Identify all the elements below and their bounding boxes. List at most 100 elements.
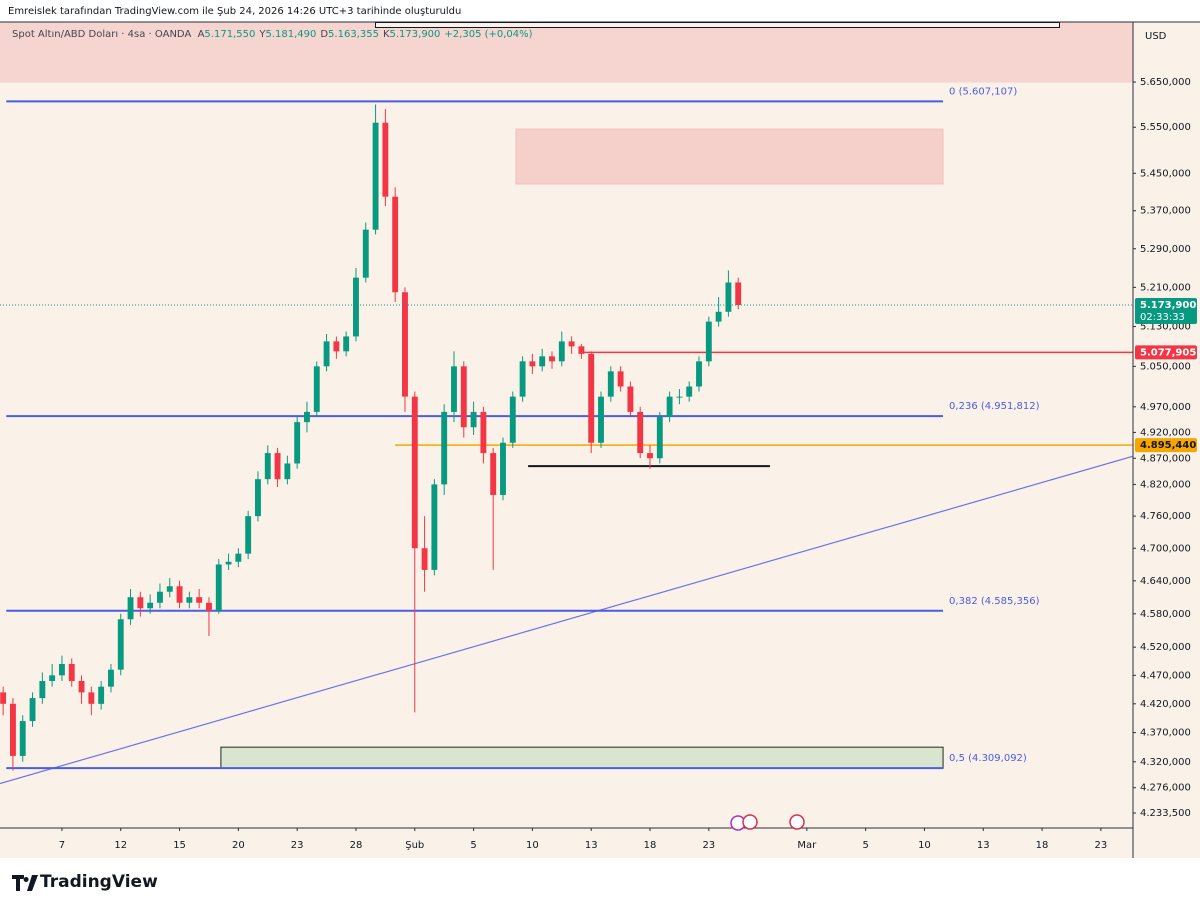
x-tick-label: 18 [644, 840, 657, 851]
y-tick-label: 5.130,000 [1140, 322, 1191, 333]
legend-value: 5.163,355 [328, 29, 379, 40]
x-tick-label: 7 [59, 840, 65, 851]
legend-value: 5.173,900 [390, 29, 441, 40]
price-badge-label: 4.895,440 [1140, 440, 1196, 451]
candle-body [666, 396, 673, 418]
candle-body [656, 417, 663, 459]
candle-body [39, 681, 46, 699]
y-tick-label: 4.760,000 [1140, 511, 1191, 522]
candle-body [402, 292, 408, 397]
candle-body [598, 396, 604, 443]
candle-body [284, 463, 291, 480]
y-tick-label: 4.320,000 [1140, 757, 1191, 768]
candle-body [235, 553, 242, 562]
y-tick-label: 4.370,000 [1140, 728, 1191, 739]
drawing-box [375, 22, 1060, 28]
candle-body [304, 411, 310, 423]
zone [220, 746, 944, 769]
candle-body [362, 229, 369, 278]
y-tick-label: 4.276,000 [1140, 783, 1191, 794]
y-tick-label: 4.700,000 [1140, 543, 1191, 554]
candle-body [68, 664, 75, 682]
event-icon[interactable] [789, 814, 805, 830]
candle-body [607, 371, 614, 397]
candle-body [392, 196, 399, 293]
candle-body [196, 597, 203, 603]
event-icon[interactable] [742, 814, 758, 830]
logo-mark [12, 875, 38, 891]
drawn-line [0, 455, 1133, 785]
candle-body [176, 586, 183, 603]
y-tick-label: 4.580,000 [1140, 609, 1191, 620]
candle-body [117, 619, 124, 670]
credit: Emreislek tarafından TradingView.com ile… [8, 6, 461, 17]
fib-label: 0,236 (4.951,812) [949, 401, 1040, 412]
y-tick-label: 5.650,000 [1140, 77, 1191, 88]
candle-body [0, 692, 7, 704]
legend-value: 5.181,490 [265, 29, 316, 40]
candle-body [627, 386, 634, 412]
candle-body [353, 277, 359, 337]
plot-layer [0, 22, 1133, 785]
y-tick-label: 5.290,000 [1140, 244, 1191, 255]
candle-body [127, 597, 134, 620]
candle-body [225, 561, 232, 565]
candle-body [490, 453, 497, 495]
y-tick-label: 4.233,500 [1140, 808, 1191, 819]
candle-body [274, 453, 281, 480]
candle-body [500, 442, 506, 495]
candle-body [421, 548, 428, 570]
legend-change: +2,305 (+0,04%) [444, 29, 532, 40]
candle-body [255, 479, 261, 517]
candle-body [186, 597, 193, 603]
y-tick-label: 4.970,000 [1140, 402, 1191, 413]
x-tick-label: 18 [1036, 840, 1049, 851]
legend-key: Y [258, 29, 266, 40]
candle-body [647, 453, 653, 459]
x-tick-label: 13 [977, 840, 990, 851]
zone [0, 22, 1133, 83]
currency-label: USD [1145, 31, 1167, 42]
x-tick-label: 12 [114, 840, 127, 851]
candle-body [147, 602, 154, 609]
last-price-label: 5.173,900 [1140, 300, 1196, 311]
fib-label: 0,5 (4.309,092) [949, 753, 1027, 764]
x-tick-label: 15 [173, 840, 186, 851]
candle-body [157, 591, 163, 603]
x-tick-label: Şub [405, 840, 424, 851]
candle-body [323, 341, 330, 367]
x-tick-label: 10 [918, 840, 931, 851]
candle-body [686, 386, 693, 397]
candle-body [676, 396, 683, 398]
legend-key: A [198, 29, 205, 40]
candle-body [313, 366, 320, 412]
x-tick-label: 23 [702, 840, 715, 851]
candle-body [294, 422, 301, 464]
candle-body [578, 346, 585, 354]
candle-body [705, 321, 712, 362]
legend: Spot Altın/ABD Doları · 4sa · OANDA A5.17… [12, 29, 533, 40]
candle-body [59, 664, 65, 676]
candle-body [696, 361, 702, 387]
candle-body [206, 602, 212, 611]
zone [515, 128, 944, 185]
legend-key: K [383, 29, 390, 40]
candle-body [431, 484, 438, 570]
candle-body [88, 692, 95, 704]
fib-label: 0 (5.607,107) [949, 86, 1017, 97]
y-tick-label: 4.640,000 [1140, 576, 1191, 587]
legend-key: D [320, 29, 328, 40]
y-tick-label: 4.820,000 [1140, 479, 1191, 490]
time-axis-area [0, 828, 1133, 858]
candle-body [725, 282, 732, 312]
x-tick-label: 10 [526, 840, 539, 851]
price-badge-label: 5.077,905 [1140, 347, 1196, 358]
x-tick-label: 5 [862, 840, 868, 851]
y-tick-label: 4.470,000 [1140, 670, 1191, 681]
legend-value: 5.171,550 [204, 29, 255, 40]
candle-body [529, 361, 536, 367]
logo-text: TradingView [40, 872, 158, 892]
candle-body [441, 411, 448, 485]
